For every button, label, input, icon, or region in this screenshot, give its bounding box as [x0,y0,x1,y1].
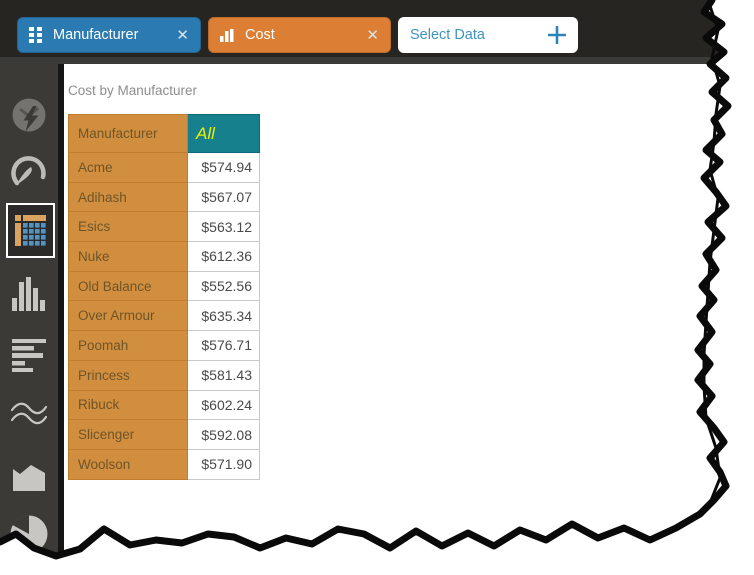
chip-label: Cost [245,27,275,43]
row-label[interactable]: Over Armour [68,300,188,332]
row-label[interactable]: Nuke [68,241,188,272]
plus-icon[interactable] [548,26,566,44]
table-row: Acme $574.94 [68,152,260,183]
line-chart-icon [10,402,48,425]
row-label[interactable]: Poomah [68,330,188,361]
cell-value[interactable]: $552.56 [187,270,260,302]
sidebar-item-line-chart[interactable] [0,400,58,430]
row-label[interactable]: Slicenger [68,419,188,450]
column-chart-icon [12,277,45,311]
table-row: Poomah $576.71 [68,330,260,361]
table-row: Slicenger $592.08 [68,419,260,450]
cell-value[interactable]: $635.34 [187,300,260,332]
column-header-manufacturer[interactable]: Manufacturer [68,114,188,153]
row-label[interactable]: Esics [68,211,188,243]
cell-value[interactable]: $567.07 [187,181,260,213]
chip-label: Manufacturer [53,27,139,43]
table-row: Nuke $612.36 [68,241,260,272]
sidebar-item-column-chart[interactable] [0,273,58,311]
table-row: Woolson $571.90 [68,448,260,480]
cell-value[interactable]: $592.08 [187,419,260,450]
row-label[interactable]: Adihash [68,181,188,213]
cell-value[interactable]: $571.90 [187,448,260,480]
sidebar-item-bar-chart[interactable] [0,338,58,374]
row-label[interactable]: Ribuck [68,389,188,421]
row-label[interactable]: Old Balance [68,270,188,302]
gauge-icon [11,156,46,186]
sidebar-item-pie-chart[interactable] [0,514,58,554]
cell-value[interactable]: $602.24 [187,389,260,421]
close-icon[interactable]: ✕ [366,26,379,44]
table-header-row: Manufacturer All [68,114,260,153]
row-label[interactable]: Woolson [68,448,188,480]
visualization-title: Cost by Manufacturer [68,83,198,98]
sidebar-item-area-chart[interactable] [0,460,58,492]
table-row: Over Armour $635.34 [68,300,260,332]
table-row: Ribuck $602.24 [68,389,260,421]
cell-value[interactable]: $581.43 [187,359,260,391]
column-chart-icon [220,29,234,42]
donut-flash-icon [12,98,46,132]
area-chart-icon [13,465,45,491]
column-header-all[interactable]: All [187,114,260,153]
sidebar-item-donut-flash-chart[interactable] [0,97,58,133]
cell-value[interactable]: $576.71 [187,330,260,361]
bar-chart-icon [12,339,46,372]
toolbar-bottom-strip [0,57,754,64]
chip-label: Select Data [410,27,485,43]
cell-value[interactable]: $574.94 [187,152,260,183]
pivot-grid-icon [15,215,46,246]
pivot-table: Manufacturer All Acme $574.94 Adihash $567… [68,114,260,480]
table-row: Esics $563.12 [68,211,260,243]
table-row: Adihash $567.07 [68,181,260,213]
pie-chart-icon [10,515,48,553]
table-row: Princess $581.43 [68,359,260,391]
row-label[interactable]: Princess [68,359,188,391]
grid-handle-icon [29,26,42,43]
cell-value[interactable]: $612.36 [187,241,260,272]
field-chip-manufacturer[interactable]: Manufacturer ✕ [17,17,201,53]
cell-value[interactable]: $563.12 [187,211,260,243]
sidebar-divider [58,64,64,575]
chart-type-sidebar [0,64,58,575]
sidebar-item-gauge-chart[interactable] [0,155,58,187]
field-chip-cost[interactable]: Cost ✕ [208,17,391,53]
close-icon[interactable]: ✕ [176,26,189,44]
select-data-button[interactable]: Select Data [398,17,578,53]
row-label[interactable]: Acme [68,152,188,183]
sidebar-item-pivot-grid[interactable] [6,203,55,258]
table-row: Old Balance $552.56 [68,270,260,302]
